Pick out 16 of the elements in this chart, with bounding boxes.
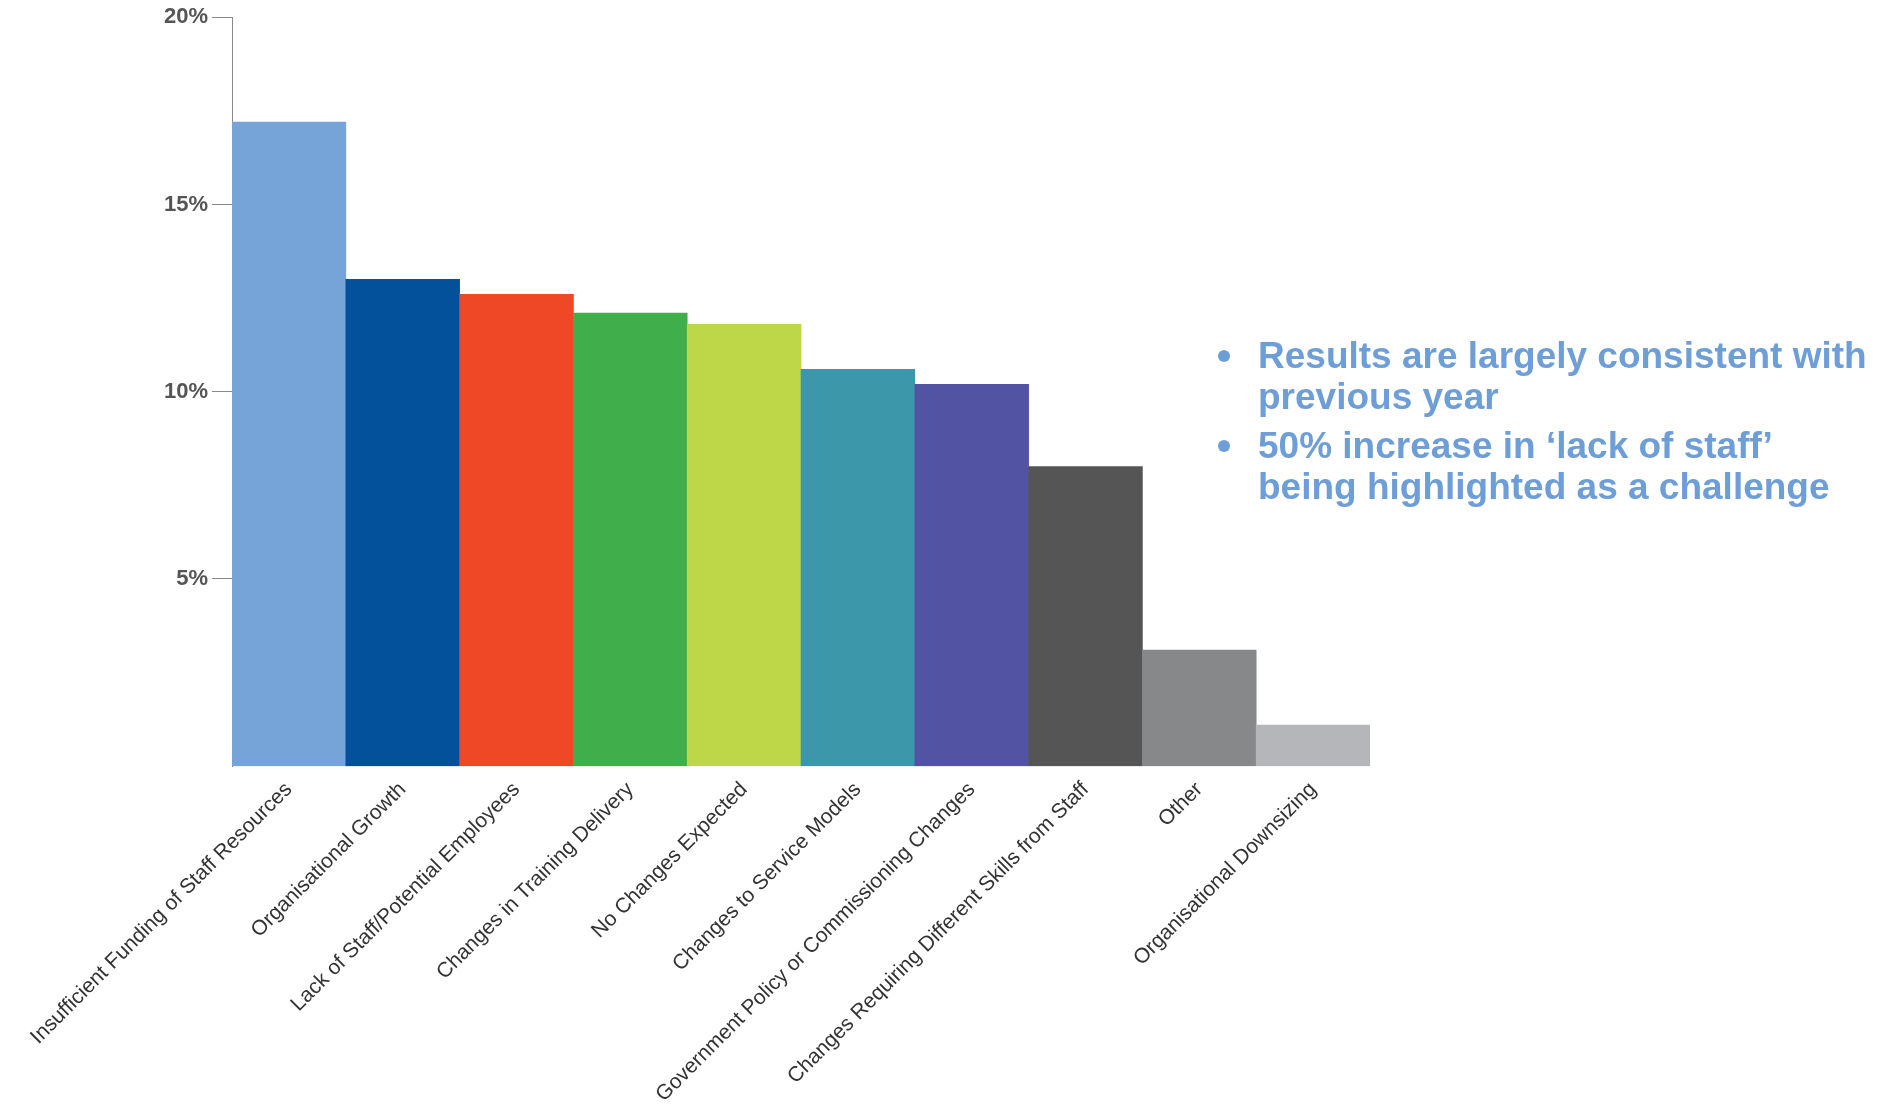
y-tick-label: 15% <box>163 190 209 216</box>
y-tick-label: 10% <box>163 377 209 403</box>
bar <box>232 121 347 767</box>
y-tick-label: 5% <box>176 565 209 591</box>
bar <box>686 323 802 767</box>
annotation: Results are largely consistent with previous year <box>1258 335 1867 417</box>
bar <box>1255 724 1370 767</box>
bar <box>1142 649 1257 767</box>
bar <box>914 383 1029 767</box>
bar <box>573 312 688 767</box>
bar <box>1028 466 1143 767</box>
bar <box>459 294 574 767</box>
bar <box>345 279 460 767</box>
y-tick-label: 20% <box>163 3 209 29</box>
bar <box>800 368 916 767</box>
annotation: 50% increase in ‘lack of staff’ being highlighted as a challenge <box>1258 425 1830 507</box>
